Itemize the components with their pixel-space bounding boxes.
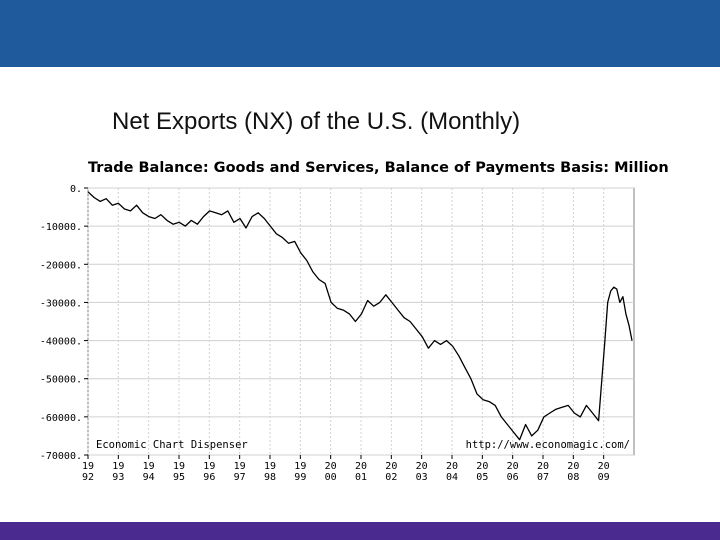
x-tick-label-century: 20: [446, 461, 458, 472]
annotation-left: Economic Chart Dispenser: [96, 439, 248, 451]
x-tick-label-year: 92: [82, 472, 94, 483]
x-tick-label-century: 19: [143, 461, 155, 472]
x-tick-label-year: 01: [355, 472, 367, 483]
x-tick-label-century: 20: [385, 461, 397, 472]
series-line-trade-balance: [87, 191, 633, 441]
x-tick-label-year: 05: [476, 472, 488, 483]
x-tick-label-century: 19: [82, 461, 94, 472]
y-tick-label: 0.: [70, 184, 82, 195]
trade-balance-chart: Trade Balance: Goods and Services, Balan…: [40, 160, 669, 483]
x-tick-label-century: 20: [507, 461, 519, 472]
x-tick-label-year: 93: [112, 472, 124, 483]
x-tick-label-year: 98: [264, 472, 276, 483]
x-tick-label-year: 02: [385, 472, 397, 483]
x-tick-label-century: 19: [294, 461, 306, 472]
footer-bar: [0, 522, 720, 540]
y-tick-label: -60000.: [40, 413, 82, 424]
x-tick-label-year: 99: [294, 472, 306, 483]
annotation-right: http://www.economagic.com/: [466, 439, 630, 451]
x-tick-label-year: 09: [598, 472, 610, 483]
x-tick-label-century: 20: [598, 461, 610, 472]
x-tick-label-century: 20: [537, 461, 549, 472]
x-tick-label-century: 20: [476, 461, 488, 472]
x-tick-label-year: 00: [325, 472, 337, 483]
y-axis-ticks: 0. -10000. -20000. -30000. -40000. -50000. -60…: [40, 184, 88, 462]
slide-title: Net Exports (NX) of the U.S. (Monthly): [112, 108, 521, 135]
chart-title: Trade Balance: Goods and Services, Balan…: [88, 160, 669, 176]
x-tick-label-century: 20: [416, 461, 428, 472]
header-bar: [0, 0, 720, 67]
x-tick-label-year: 97: [234, 472, 246, 483]
y-tick-label: -70000.: [40, 451, 82, 462]
x-tick-label-year: 03: [416, 472, 428, 483]
x-tick-label-century: 20: [355, 461, 367, 472]
x-tick-label-year: 96: [203, 472, 215, 483]
y-tick-label: -10000.: [40, 222, 82, 233]
x-tick-label-century: 20: [325, 461, 337, 472]
x-tick-label-year: 07: [537, 472, 549, 483]
y-tick-label: -40000.: [40, 337, 82, 348]
y-tick-label: -20000.: [40, 260, 82, 271]
x-tick-label-century: 20: [567, 461, 579, 472]
x-tick-label-century: 19: [112, 461, 124, 472]
x-tick-label-year: 94: [143, 472, 155, 483]
x-axis-ticks: 1992199319941995199619971998199920002001…: [82, 455, 610, 483]
x-tick-label-year: 06: [507, 472, 519, 483]
grid-lines: [87, 187, 634, 456]
x-tick-label-year: 95: [173, 472, 185, 483]
x-tick-label-century: 19: [203, 461, 215, 472]
x-tick-label-year: 08: [567, 472, 579, 483]
y-tick-label: -30000.: [40, 298, 82, 309]
chart-container: Trade Balance: Goods and Services, Balan…: [0, 150, 720, 490]
x-tick-label-century: 19: [264, 461, 276, 472]
x-tick-label-century: 19: [173, 461, 185, 472]
x-tick-label-century: 19: [234, 461, 246, 472]
x-tick-label-year: 04: [446, 472, 458, 483]
y-tick-label: -50000.: [40, 375, 82, 386]
